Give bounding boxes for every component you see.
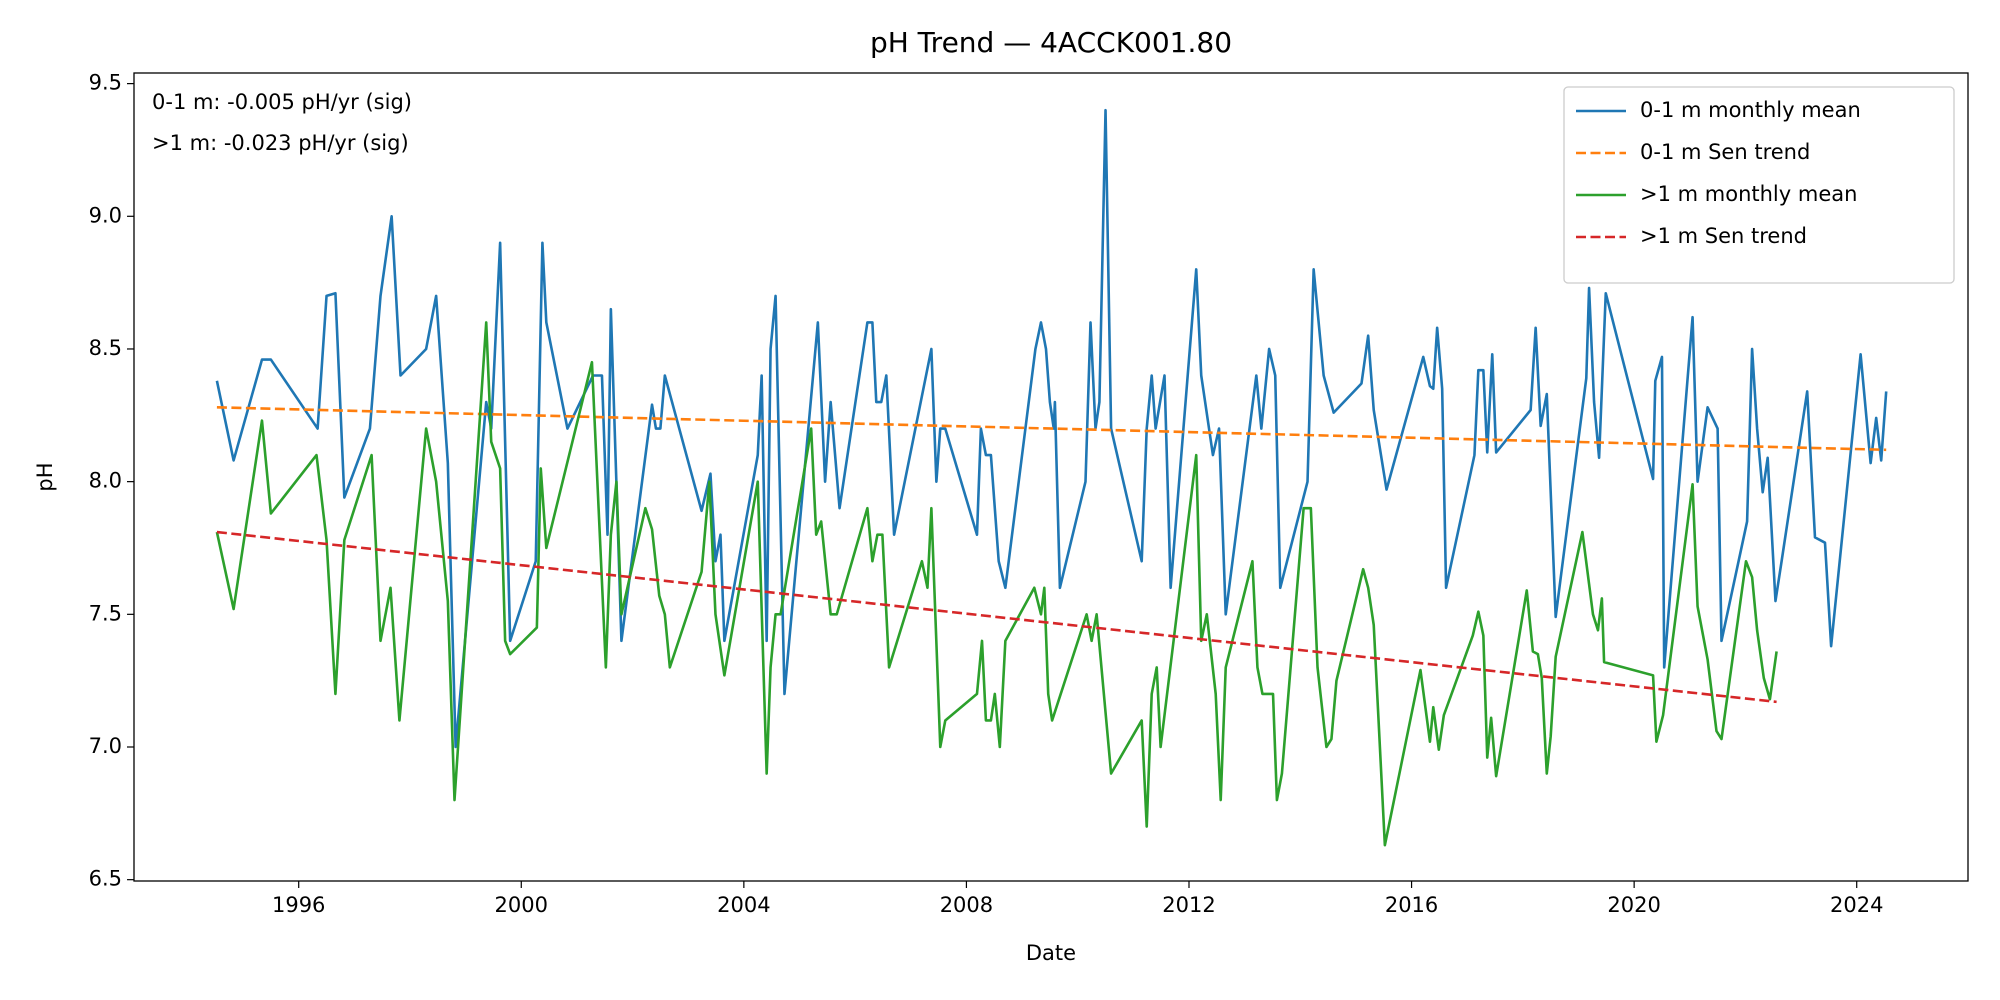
- x-tick-label: 1996: [272, 893, 325, 917]
- trend-line: [216, 406, 1887, 452]
- x-tick-label: 2008: [940, 893, 993, 917]
- legend-label: 0-1 m monthly mean: [1640, 98, 1861, 122]
- legend-label: >1 m monthly mean: [1640, 182, 1857, 206]
- y-axis-label: pH: [33, 462, 57, 491]
- trend-line: [216, 530, 1777, 704]
- plot-frame: [133, 72, 1969, 882]
- x-tick-label: 2016: [1385, 893, 1438, 917]
- y-tick-label: 9.0: [89, 203, 122, 227]
- y-tick-label: 8.0: [89, 469, 122, 493]
- y-tick-label: 9.5: [89, 71, 122, 95]
- series-line: [215, 321, 1778, 847]
- y-tick-label: 7.5: [89, 601, 122, 625]
- x-tick-label: 2020: [1607, 893, 1660, 917]
- annotation: 0-1 m: -0.005 pH/yr (sig): [152, 90, 412, 114]
- legend-box: [1563, 86, 1955, 284]
- y-tick-label: 8.5: [89, 336, 122, 360]
- legend-label: 0-1 m Sen trend: [1640, 140, 1810, 164]
- x-tick-label: 2004: [717, 893, 770, 917]
- x-tick-label: 2024: [1830, 893, 1883, 917]
- x-tick-label: 2000: [495, 893, 548, 917]
- legend: 0-1 m monthly mean 0-1 m Sen trend >1 m mo…: [1563, 86, 1955, 284]
- x-axis-label: Date: [1026, 941, 1076, 965]
- y-tick-label: 7.0: [89, 734, 122, 758]
- chart-title: pH Trend — 4ACCK001.80: [870, 26, 1232, 59]
- x-tick-label: 2012: [1162, 893, 1215, 917]
- legend-label: >1 m Sen trend: [1640, 224, 1807, 248]
- series-line: [215, 108, 1888, 749]
- y-tick-label: 6.5: [89, 867, 122, 891]
- annotation: >1 m: -0.023 pH/yr (sig): [152, 131, 409, 155]
